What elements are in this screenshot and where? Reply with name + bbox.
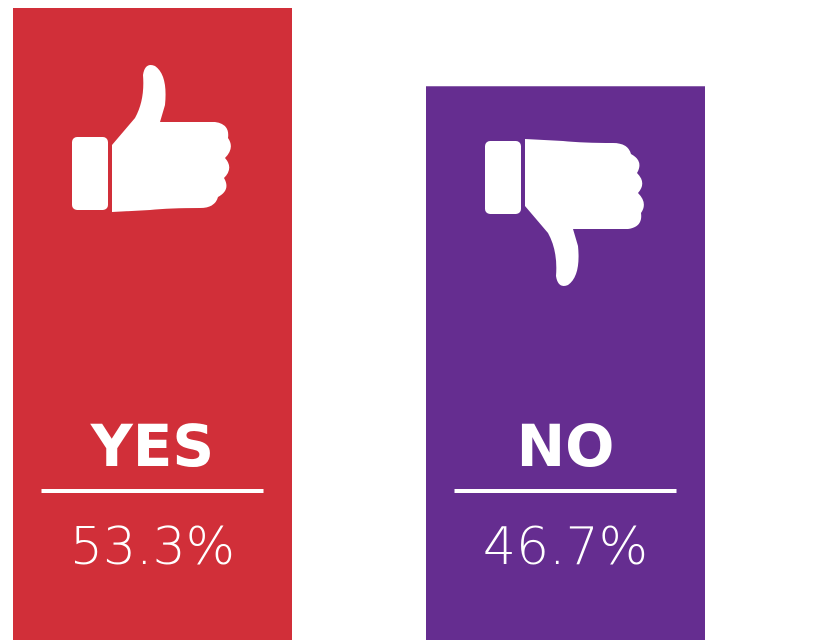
value-label: 53.3%: [70, 517, 235, 577]
icon-hand: [525, 139, 644, 286]
thumbs-up-icon: [72, 65, 231, 212]
icons: [72, 65, 644, 286]
category-label: YES: [90, 412, 214, 480]
icon-cuff: [72, 137, 108, 210]
value-label: 46.7%: [483, 517, 648, 577]
icon-hand: [112, 65, 231, 212]
labels: YES 53.3% NO 46.7%: [41, 412, 677, 577]
thumbs-down-icon: [485, 139, 644, 286]
icon-cuff: [485, 141, 521, 214]
category-label: NO: [517, 412, 615, 480]
